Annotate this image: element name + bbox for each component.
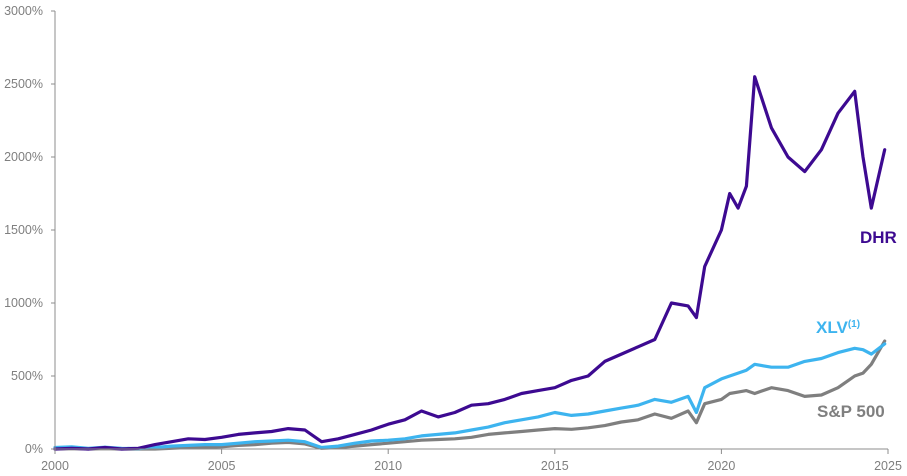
y-tick-label: 3000% — [4, 4, 43, 18]
x-tick-label: 2000 — [41, 459, 69, 473]
series-line-dhr — [53, 75, 887, 451]
x-tick-label: 2015 — [541, 459, 569, 473]
series-line-xlv — [53, 342, 887, 451]
series-label-xlv-sup: (1) — [848, 319, 860, 330]
x-tick-label: 2025 — [874, 459, 902, 473]
x-tick-label: 2020 — [707, 459, 735, 473]
y-tick-label: 1000% — [4, 296, 43, 310]
series-line-s-p-500 — [53, 339, 887, 451]
plot-area — [53, 75, 887, 451]
y-axis-ticks: 0% 500% 1000% 1500% 2000% 2500% 3000% — [4, 4, 55, 456]
y-tick-label: 2000% — [4, 150, 43, 164]
y-tick-label: 500% — [11, 369, 43, 383]
y-tick-label: 1500% — [4, 223, 43, 237]
series-label-xlv-text: XLV — [816, 318, 848, 337]
y-tick-label: 0% — [25, 442, 43, 456]
x-axis-ticks: 2000 2005 2010 2015 2020 2025 — [41, 449, 902, 473]
y-tick-label: 2500% — [4, 77, 43, 91]
series-label-dhr: DHR — [860, 228, 897, 247]
x-tick-label: 2010 — [374, 459, 402, 473]
x-tick-label: 2005 — [208, 459, 236, 473]
series-label-xlv: XLV(1) — [816, 318, 860, 337]
series-label-sp500: S&P 500 — [817, 402, 885, 421]
